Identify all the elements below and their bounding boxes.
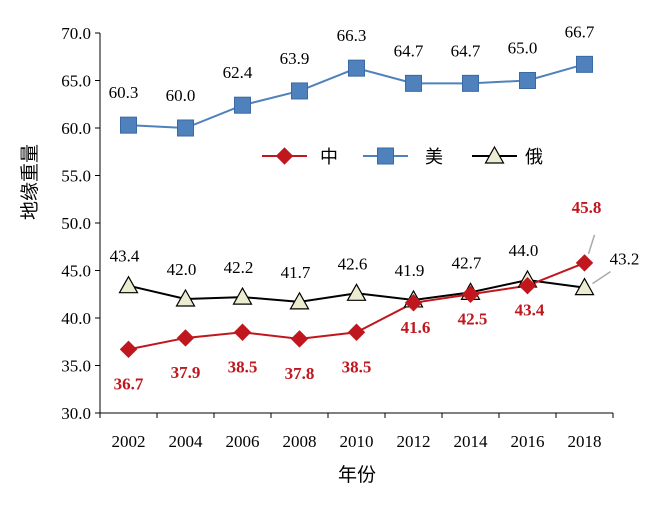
data-label-china: 36.7 — [114, 374, 144, 393]
data-label-usa: 62.4 — [223, 63, 253, 82]
data-label-china: 42.5 — [458, 309, 488, 328]
x-tick-label: 2012 — [397, 432, 431, 451]
legend-label: 中 — [320, 147, 338, 168]
x-axis-title: 年份 — [338, 464, 376, 486]
data-label-russia: 42.6 — [338, 254, 368, 273]
data-label-russia: 42.2 — [224, 258, 254, 277]
y-tick-label: 35.0 — [61, 357, 91, 376]
data-label-usa: 66.3 — [337, 26, 367, 45]
legend-label: 俄 — [525, 147, 543, 168]
x-tick-label: 2006 — [226, 432, 260, 451]
y-tick-label: 70.0 — [61, 24, 91, 43]
data-label-russia: 41.9 — [395, 261, 425, 280]
data-label-russia: 44.0 — [509, 241, 539, 260]
y-tick-label: 55.0 — [61, 167, 91, 186]
y-tick-label: 60.0 — [61, 119, 91, 138]
data-label-russia: 42.0 — [167, 260, 197, 279]
data-label-china: 43.4 — [515, 301, 545, 320]
data-label-russia: 42.7 — [452, 253, 482, 272]
data-point-0 — [176, 329, 195, 347]
data-point-1 — [519, 72, 536, 89]
leader-line — [587, 234, 596, 255]
data-point-1 — [291, 82, 308, 100]
data-point-0 — [290, 330, 309, 348]
data-label-russia: 41.7 — [281, 263, 311, 282]
data-point-2 — [574, 277, 595, 296]
data-point-1 — [576, 55, 593, 73]
data-point-0 — [347, 323, 366, 341]
data-point-1 — [348, 59, 365, 77]
data-point-0 — [119, 340, 138, 359]
data-point-0 — [233, 323, 252, 341]
data-point-2 — [346, 283, 367, 301]
x-tick-label: 2018 — [568, 432, 602, 451]
y-tick-label: 50.0 — [61, 214, 91, 233]
data-label-usa: 64.7 — [394, 41, 424, 60]
data-label-china: 38.5 — [342, 357, 372, 376]
data-label-china: 37.9 — [171, 363, 201, 382]
data-label-usa: 66.7 — [565, 22, 595, 41]
data-label-usa: 64.7 — [451, 41, 481, 60]
data-point-1 — [177, 119, 194, 137]
y-tick-label: 30.0 — [61, 404, 91, 423]
legend-marker — [377, 147, 394, 165]
data-label-usa: 60.0 — [166, 86, 196, 105]
data-point-0 — [404, 294, 423, 312]
data-point-1 — [120, 116, 137, 134]
data-label-usa: 60.3 — [109, 83, 139, 102]
data-point-1 — [405, 74, 422, 92]
data-label-china: 37.8 — [285, 364, 315, 383]
data-point-2 — [232, 286, 253, 305]
data-label-china: 41.6 — [401, 318, 431, 337]
data-label-china: 38.5 — [228, 357, 258, 376]
x-tick-label: 2014 — [454, 432, 489, 451]
data-label-usa: 63.9 — [280, 49, 310, 68]
x-tick-label: 2010 — [340, 432, 374, 451]
data-label-russia: 43.2 — [610, 250, 640, 269]
data-label-china: 45.8 — [572, 198, 602, 217]
legend-marker — [275, 147, 294, 165]
data-point-0 — [575, 254, 594, 272]
x-tick-label: 2004 — [169, 432, 204, 451]
leader-line — [592, 270, 611, 285]
data-point-0 — [518, 276, 537, 295]
legend-label: 美 — [425, 147, 443, 168]
x-tick-label: 2002 — [112, 432, 146, 451]
y-tick-label: 65.0 — [61, 72, 91, 91]
data-point-2 — [118, 275, 139, 294]
y-tick-label: 45.0 — [61, 262, 91, 281]
data-label-russia: 43.4 — [110, 247, 140, 266]
data-point-0 — [461, 285, 480, 303]
x-tick-label: 2016 — [511, 432, 545, 451]
y-axis-title: 地缘重量 — [19, 144, 41, 220]
y-tick-label: 40.0 — [61, 309, 91, 328]
data-point-2 — [289, 291, 310, 310]
data-label-usa: 65.0 — [508, 39, 538, 58]
data-point-1 — [234, 96, 251, 114]
legend-marker — [484, 145, 505, 164]
x-tick-label: 2008 — [283, 432, 317, 451]
data-point-1 — [462, 74, 479, 92]
data-point-2 — [175, 288, 196, 307]
